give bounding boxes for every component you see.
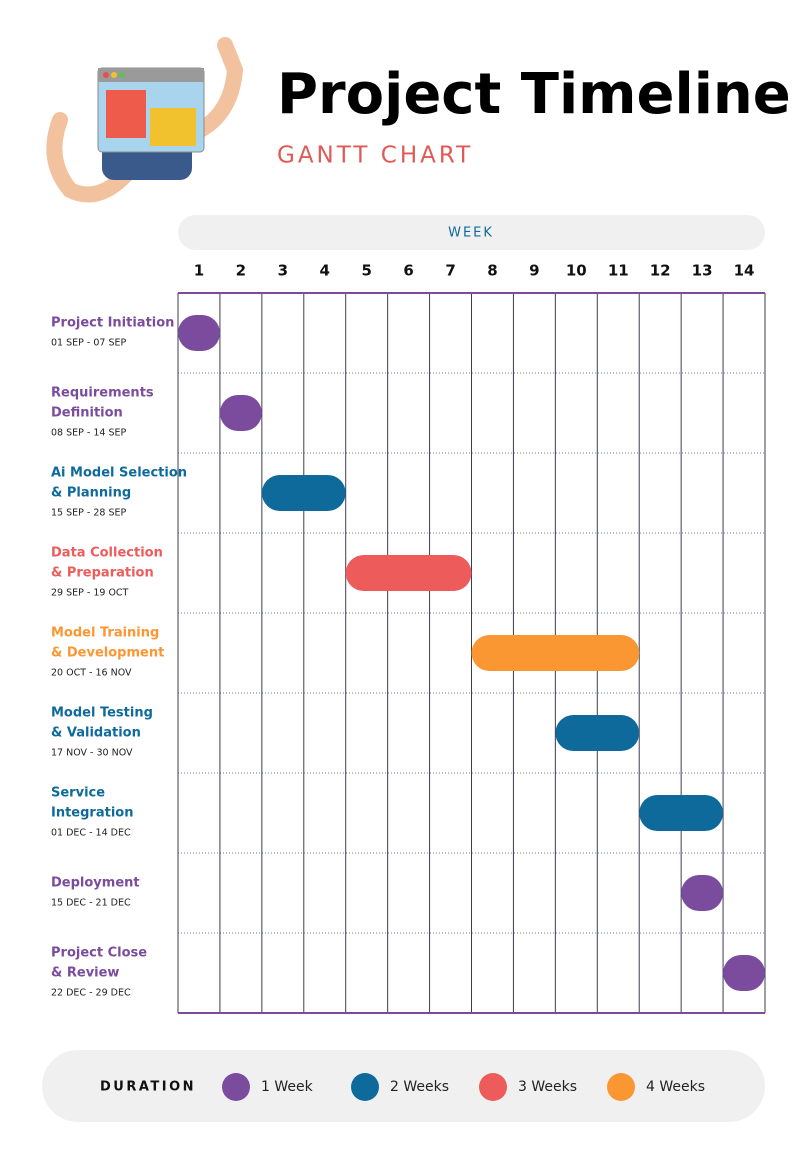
task-dates: 17 NOV - 30 NOV bbox=[51, 748, 133, 759]
legend-swatch bbox=[222, 1073, 250, 1101]
legend-label: 3 Weeks bbox=[518, 1079, 577, 1095]
task-dates: 15 SEP - 28 SEP bbox=[51, 508, 126, 519]
x-tick-label: 6 bbox=[403, 262, 413, 280]
legend-label: 4 Weeks bbox=[646, 1079, 705, 1095]
legend-title: DURATION bbox=[100, 1080, 196, 1095]
task-dates: 01 SEP - 07 SEP bbox=[51, 338, 126, 349]
legend-box bbox=[42, 1050, 765, 1122]
task-bar bbox=[471, 635, 640, 671]
chart-subtitle: GANTT CHART bbox=[277, 143, 473, 169]
x-tick-label: 9 bbox=[529, 262, 539, 280]
dot bbox=[103, 72, 109, 78]
task-bar bbox=[178, 315, 220, 351]
task-name: & Development bbox=[51, 646, 164, 661]
task-dates: 08 SEP - 14 SEP bbox=[51, 428, 126, 439]
task-bar bbox=[219, 395, 262, 431]
arm bbox=[46, 112, 138, 203]
task-name: & Preparation bbox=[51, 566, 154, 581]
task-dates: 15 DEC - 21 DEC bbox=[51, 898, 131, 909]
task-dates: 29 SEP - 19 OCT bbox=[51, 588, 129, 599]
panel bbox=[106, 90, 146, 138]
axis-header bbox=[178, 215, 765, 250]
task-name: Requirements bbox=[51, 386, 154, 401]
x-tick-label: 14 bbox=[734, 262, 755, 280]
task-name: Deployment bbox=[51, 876, 140, 891]
task-dates: 01 DEC - 14 DEC bbox=[51, 828, 131, 839]
task-name: & Planning bbox=[51, 486, 131, 501]
panel bbox=[150, 108, 196, 146]
dot bbox=[119, 72, 125, 78]
task-bar bbox=[261, 475, 346, 511]
x-tick-label: 1 bbox=[194, 262, 204, 280]
task-dates: 22 DEC - 29 DEC bbox=[51, 988, 131, 999]
task-name: Project Close bbox=[51, 946, 147, 961]
legend-swatch bbox=[479, 1073, 507, 1101]
x-tick-label: 4 bbox=[320, 262, 330, 280]
x-tick-label: 7 bbox=[445, 262, 455, 280]
x-tick-label: 11 bbox=[608, 262, 629, 280]
window-bar bbox=[98, 68, 204, 82]
x-tick-label: 2 bbox=[236, 262, 246, 280]
task-bar bbox=[345, 555, 472, 591]
task-name: Integration bbox=[51, 806, 133, 821]
x-tick-label: 3 bbox=[278, 262, 288, 280]
task-bar bbox=[555, 715, 640, 751]
legend-swatch bbox=[607, 1073, 635, 1101]
task-bar bbox=[723, 955, 765, 991]
chart-title: Project Timeline bbox=[277, 62, 791, 127]
dot bbox=[111, 72, 117, 78]
task-name: Service bbox=[51, 786, 105, 801]
task-bar bbox=[681, 875, 724, 911]
task-bar bbox=[639, 795, 724, 831]
task-name: Definition bbox=[51, 406, 123, 421]
task-name: Model Training bbox=[51, 626, 159, 641]
legend-label: 1 Week bbox=[261, 1079, 314, 1095]
x-tick-label: 12 bbox=[650, 262, 671, 280]
illustration bbox=[46, 37, 244, 203]
x-axis-label: WEEK bbox=[448, 226, 494, 241]
task-name: Data Collection bbox=[51, 546, 163, 561]
x-tick-label: 13 bbox=[692, 262, 713, 280]
task-name: Project Initiation bbox=[51, 316, 174, 331]
task-dates: 20 OCT - 16 NOV bbox=[51, 668, 132, 679]
x-tick-label: 10 bbox=[566, 262, 587, 280]
legend-swatch bbox=[351, 1073, 379, 1101]
legend-label: 2 Weeks bbox=[390, 1079, 449, 1095]
task-name: Model Testing bbox=[51, 706, 153, 721]
task-name: Ai Model Selection bbox=[51, 466, 187, 481]
task-name: & Review bbox=[51, 966, 119, 981]
task-name: & Validation bbox=[51, 726, 141, 741]
x-tick-label: 8 bbox=[487, 262, 497, 280]
x-tick-label: 5 bbox=[361, 262, 371, 280]
